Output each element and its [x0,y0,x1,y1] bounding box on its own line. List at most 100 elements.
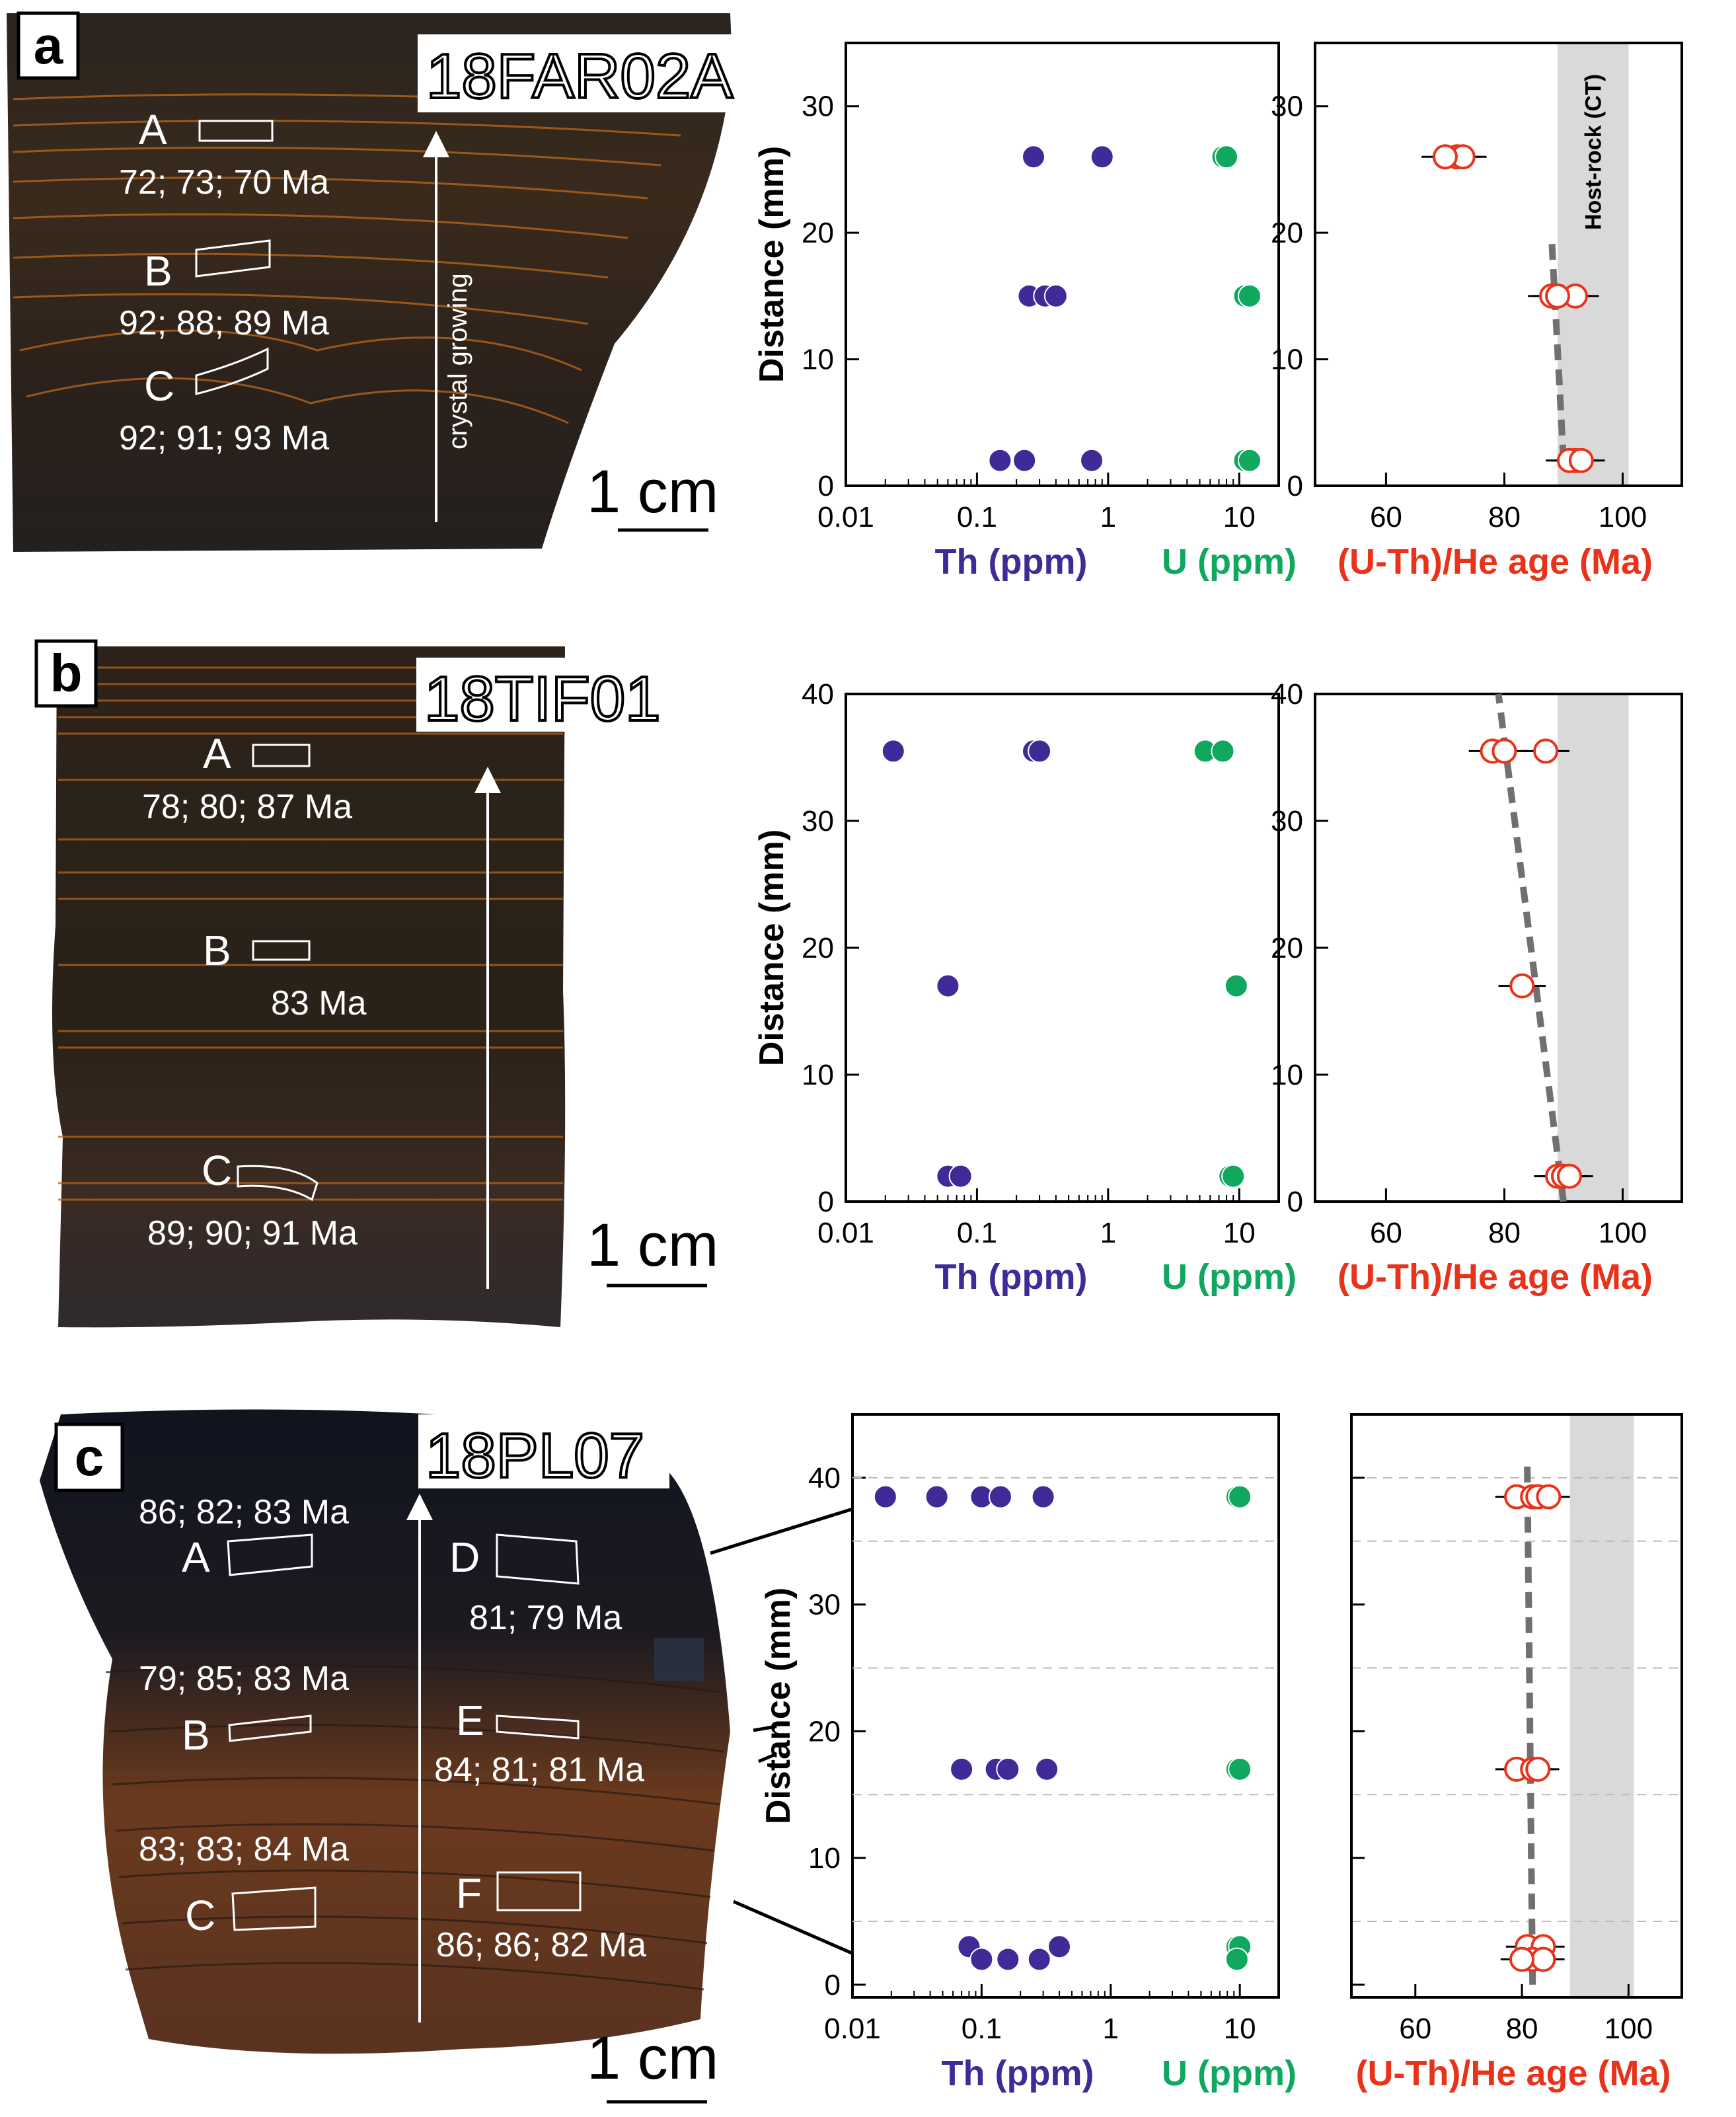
panel-a-region-a-letter: A [139,106,167,153]
panel-a-age-point [1545,283,1571,309]
panel-c-region-b-box [228,1714,312,1742]
panel-c-th-point [1031,1484,1055,1509]
panel-b-conc-ytick-label: 0 [818,1186,834,1218]
panel-c-sample-box [418,1414,669,1488]
panel-b-age-ytick-label: 20 [1271,932,1303,964]
panel-b-age-point [1509,973,1535,999]
panel-a-sample-name: 18FAR02A [426,41,733,112]
panel-a-region-b-box [195,239,271,278]
panel-c-th-point [873,1484,897,1509]
panel-c-age-point [1530,1946,1556,1972]
panel-c-region-f-ages: 86; 86; 82 Ma [436,1926,646,1964]
panel-b-region-c-letter: C [202,1147,232,1194]
panel-b-conc-xtick-label: 0.01 [817,1217,874,1249]
panel-b-label: b [50,644,83,703]
panel-c-age-xtick-label: 60 [1399,2013,1431,2045]
panel-a-region-a-box [198,120,274,142]
panel-a-conc-ytick-label: 0 [818,470,834,502]
panel-a-age-frame [1314,42,1683,487]
panel-a-conc-ytick-label: 20 [802,217,834,249]
panel-b-region-c-ages: 89; 90; 91 Ma [147,1214,358,1252]
panel-c-u-point [1225,1947,1249,1972]
panel-a-th-axis-label: Th (ppm) [935,542,1088,582]
panel-a-host-rock-band [1558,43,1629,486]
panel-a-photo: crystal growing A 72; 73; 70 Ma B 92; 88… [7,11,761,552]
panel-a-age-point [1568,447,1594,473]
panel-c-region-a-ages: 86; 82; 83 Ma [139,1493,349,1531]
panel-c-th-point [996,1757,1020,1781]
panel-a-age-xtick-label: 60 [1370,501,1402,533]
panel-c-region-e-box [496,1714,580,1740]
panel-c-conc-ytick-label: 30 [808,1589,841,1621]
panel-b-th-axis-label: Th (ppm) [935,1257,1088,1297]
panel-a-th-point [1022,145,1046,169]
panel-a-conc-xtick-label: 0.01 [817,501,874,533]
panel-c-conc-ytick-label: 0 [825,1969,841,2001]
panel-a-u-point [1237,448,1262,473]
panel-a-age-trend-line [1548,239,1567,461]
panel-c-sample-name: 18PL07 [426,1420,644,1491]
panel-c-th-point [1047,1935,1072,1959]
panel-c-conc-xtick-label: 0.1 [962,2013,1002,2045]
panel-c-connector-bottom [733,1900,863,1960]
panel-a-region-b-letter: B [144,247,172,295]
panel-b-region-b-ages: 83 Ma [271,984,367,1022]
panel-c-host-rock-band [1569,1414,1634,1997]
panel-b-age-ytick-label: 0 [1287,1186,1303,1218]
panel-c-th-point [950,1757,974,1781]
panel-c-region-c-ages: 83; 83; 84 Ma [139,1830,349,1868]
panel-c-age-trend-line [1524,1465,1536,1985]
panel-a-age-ytick-label: 10 [1271,344,1303,376]
panel-a-label: a [34,16,63,75]
panel-a-region-c-letter: C [144,362,174,410]
panel-c-conc-ytick-label: 10 [808,1842,841,1874]
panel-c-conc-xtick-label: 10 [1224,2013,1256,2045]
panel-a-conc-ytick-label: 10 [802,344,834,376]
panel-b-region-a-ages: 78; 80; 87 Ma [142,788,352,826]
panel-b-concentration-plot: 0.01 0.1 1 10 0 10 20 30 40 Distance (mm) Th (ppm)… [753,678,1297,1297]
panel-c-region-e-letter: E [456,1697,484,1744]
panel-c-th-point [969,1947,994,1972]
panel-c-th-axis-label: Th (ppm) [942,2054,1094,2093]
panel-c-conc-xtick-label: 0.01 [824,2013,881,2045]
panel-c-conc-ytick-label: 40 [808,1462,841,1494]
panel-b-th-point [881,739,905,763]
panel-a-age-ytick-label: 0 [1287,470,1303,502]
panel-a-region-a-ages: 72; 73; 70 Ma [119,163,329,202]
panel-c-th-point [1027,1947,1051,1972]
panel-c-scale-label: 1 cm [587,2024,718,2092]
panel-b-conc-ytick-label: 40 [802,678,834,711]
panel-b-age-point [1491,738,1517,764]
panel-a-conc-xtick-label: 0.1 [957,501,997,533]
panel-b-u-point [1211,739,1235,763]
panel-b-age-point [1556,1163,1582,1189]
panel-c-age-xtick-label: 80 [1506,2013,1538,2045]
panel-b-age-point [1533,738,1559,764]
panel-a-region-b-ages: 92; 88; 89 Ma [119,304,329,342]
panel-a-age-plot: Host-rock (CT) 60 80 100 0 10 20 30 (U-Th)/He ag… [1271,42,1683,582]
panel-b-conc-xtick-label: 0.1 [957,1217,997,1249]
panel-b-conc-frame [845,693,1280,1203]
panel-b-th-point [936,974,960,998]
panel-b-conc-xtick-label: 10 [1223,1217,1256,1249]
panel-c-region-c-box [231,1886,317,1931]
panel-c-region-c-letter: C [185,1892,215,1939]
panel-a-age-axis-label: (U-Th)/He age (Ma) [1338,542,1653,582]
panel-b-region-b-box [252,940,311,961]
panel-c-connector-top [710,1505,860,1555]
panel-a-age-point [1432,144,1458,170]
panel-b-host-rock-band [1558,694,1629,1202]
panel-b-u-axis-label: U (ppm) [1162,1257,1297,1297]
panel-c-conc-ytick-label: 20 [808,1715,841,1748]
panel-c-age-xtick-label: 100 [1604,2013,1653,2045]
panel-c-label-box [54,1422,124,1492]
panel-b-sample-name: 18TIF01 [424,664,661,734]
panel-a-age-xtick-label: 100 [1599,501,1647,533]
panel-c-region-a-letter: A [182,1533,210,1581]
panel-c-u-point [1228,1757,1252,1781]
panel-b-conc-ytick-label: 10 [802,1059,834,1091]
panel-c-connector-mid2 [758,1753,775,1763]
panel-b-th-point [1028,739,1052,763]
panel-a-th-point [1090,145,1114,169]
